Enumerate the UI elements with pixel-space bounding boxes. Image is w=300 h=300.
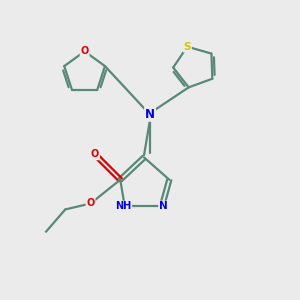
Text: O: O (80, 46, 89, 56)
Text: NH: NH (115, 202, 131, 212)
Text: O: O (86, 199, 95, 208)
Text: O: O (91, 149, 99, 160)
Text: S: S (184, 42, 191, 52)
Text: N: N (159, 202, 168, 212)
Text: N: N (145, 108, 155, 121)
